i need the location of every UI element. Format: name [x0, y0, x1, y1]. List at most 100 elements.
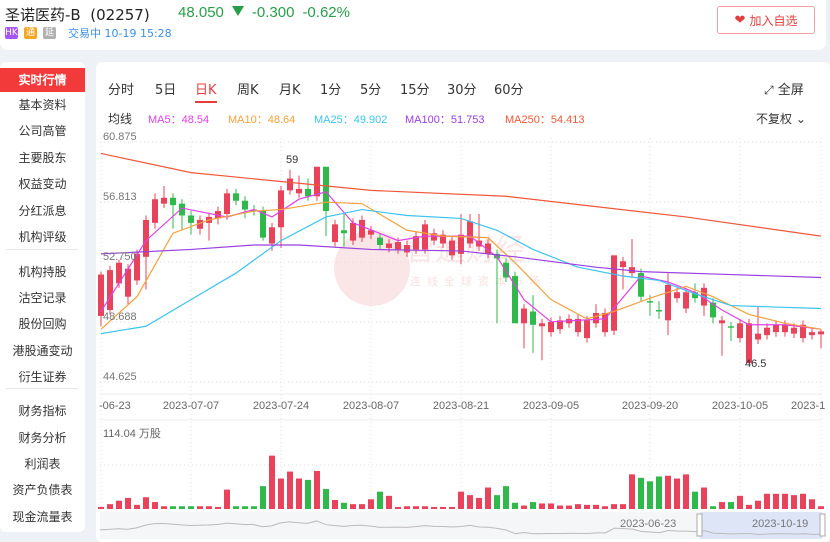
- candle-body: [395, 242, 401, 250]
- candle-body: [233, 193, 239, 201]
- volume-bar: [602, 506, 608, 509]
- volume-bar: [386, 495, 392, 509]
- candle-body: [584, 320, 590, 339]
- adjust-select[interactable]: 不复权 ⌄: [756, 110, 806, 127]
- sidebar-item[interactable]: 股份回购: [18, 317, 67, 331]
- sidebar-item[interactable]: 公司高管: [18, 124, 67, 138]
- tab-period[interactable]: 1分: [320, 83, 342, 98]
- connect-badge: 通: [24, 27, 37, 39]
- volume-bar: [503, 486, 509, 509]
- volume-bar: [557, 505, 563, 509]
- volume-bar: [629, 474, 635, 509]
- volume-bar: [818, 506, 824, 509]
- sidebar-item[interactable]: 资产负债表: [12, 483, 73, 497]
- volume-bar: [134, 504, 140, 509]
- y-tick-label: 48.688: [103, 311, 137, 323]
- volume-bar: [170, 506, 176, 509]
- tab-period[interactable]: 30分: [447, 83, 477, 98]
- ma-legend-item: MA250：54.413: [505, 114, 585, 126]
- candle-body: [530, 311, 536, 325]
- candle-body: [818, 331, 824, 335]
- sidebar-item[interactable]: 机构评级: [18, 230, 67, 244]
- tab-period[interactable]: 60分: [494, 83, 524, 98]
- sidebar-item[interactable]: 机构持股: [18, 265, 67, 279]
- candle-body: [278, 190, 284, 228]
- x-tick-label: 2023-07-07: [162, 400, 220, 412]
- volume-bar: [800, 493, 806, 509]
- volume-bar: [476, 497, 482, 509]
- volume-bar: [161, 506, 167, 509]
- tab-period[interactable]: 分时: [108, 83, 135, 98]
- candle-body: [710, 302, 716, 318]
- ma-line-ma100: [100, 244, 822, 279]
- volume-bar: [521, 505, 527, 509]
- y-tick-label: 56.813: [103, 191, 137, 203]
- candle-body: [98, 274, 104, 316]
- tab-period[interactable]: 日K: [195, 79, 217, 103]
- sidebar-item[interactable]: 港股通变动: [12, 344, 73, 358]
- candle-body: [755, 333, 761, 340]
- x-tick-label: 2023-08-07: [342, 400, 400, 412]
- volume-bar: [692, 491, 698, 509]
- watermark-slogan: 连线全球资本市场: [410, 274, 546, 288]
- add-favorite-button[interactable]: ❤ 加入自选: [717, 6, 815, 34]
- candle-body: [359, 219, 365, 238]
- volume-bar: [656, 476, 662, 509]
- volume-bar: [620, 504, 626, 509]
- delay-badge: 延: [43, 27, 56, 39]
- stock-header: 圣诺医药-B (02257) 48.050 -0.300 -0.62% HK 通 延…: [0, 0, 826, 50]
- volume-bar: [242, 506, 248, 509]
- volume-bar: [278, 478, 284, 509]
- trade-status: 交易中 10-19 15:28: [68, 27, 172, 40]
- candle-body: [440, 234, 446, 244]
- ma-title: 均线: [108, 112, 133, 126]
- candle-body: [125, 268, 131, 297]
- sidebar-item[interactable]: 基本资料: [18, 98, 67, 112]
- candle-body: [143, 219, 149, 257]
- candle-body: [557, 320, 563, 330]
- volume-bar: [188, 506, 194, 509]
- sidebar-item[interactable]: 财务指标: [18, 404, 67, 418]
- sidebar-item[interactable]: 财务分析: [18, 431, 67, 445]
- sidebar-item[interactable]: 实时行情: [0, 68, 85, 92]
- ma-line-ma25: [100, 208, 822, 335]
- tab-period[interactable]: 周K: [237, 83, 259, 98]
- fullscreen-button[interactable]: ⤢ 全屏: [764, 79, 804, 98]
- volume-bar: [368, 499, 374, 509]
- volume-max-label: 114.04 万股: [103, 428, 161, 440]
- volume-bar: [314, 470, 320, 509]
- sidebar-item[interactable]: 沽空记录: [18, 291, 67, 305]
- tab-period[interactable]: 5分: [360, 83, 382, 98]
- candle-body: [746, 323, 752, 364]
- candle-body: [467, 221, 473, 244]
- heart-icon: ❤: [734, 12, 746, 28]
- sidebar-item[interactable]: 主要股东: [18, 151, 67, 165]
- volume-bar: [431, 506, 437, 509]
- volume-bar: [206, 506, 212, 509]
- candle-body: [269, 227, 275, 244]
- candle-body: [368, 230, 374, 235]
- sidebar-item[interactable]: 利润表: [24, 457, 61, 471]
- volume-bar: [773, 493, 779, 509]
- sidebar-item[interactable]: 分红派息: [18, 204, 67, 218]
- expand-icon: ⤢: [764, 83, 774, 97]
- tab-period[interactable]: 15分: [400, 83, 430, 98]
- volume-bar: [440, 506, 446, 509]
- price-annotation: 46.5: [745, 358, 767, 371]
- volume-bar: [224, 489, 230, 509]
- stock-title: 圣诺医药-B (02257): [5, 4, 150, 25]
- badges: HK 通 延 交易中 10-19 15:28: [5, 25, 172, 41]
- navigator-left-handle: [696, 513, 703, 537]
- tab-period[interactable]: 月K: [279, 83, 301, 98]
- navigator-end-label: 2023-10-19: [752, 518, 809, 530]
- tab-period[interactable]: 5日: [155, 83, 177, 98]
- volume-bar: [404, 506, 410, 509]
- candle-body: [575, 318, 581, 333]
- sidebar-item[interactable]: 权益变动: [18, 177, 67, 191]
- sidebar-item[interactable]: 衍生证券: [18, 370, 67, 384]
- ma-legend-item: MA100：51.753: [405, 114, 485, 126]
- volume-bar: [341, 502, 347, 509]
- volume-bar: [377, 491, 383, 509]
- sidebar-item[interactable]: 现金流量表: [12, 510, 73, 524]
